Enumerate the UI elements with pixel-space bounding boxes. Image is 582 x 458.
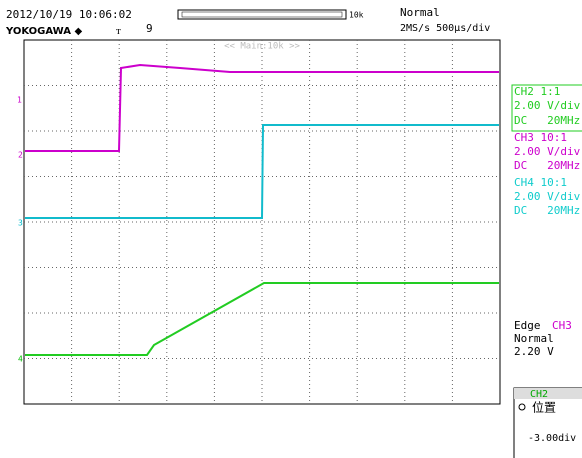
marker: 4 bbox=[18, 355, 23, 364]
trace-ch3 bbox=[25, 63, 499, 152]
marker: 3 bbox=[18, 219, 23, 228]
channel-scale: 2.00 V/div bbox=[514, 99, 581, 112]
trigger-level: 2.20 V bbox=[514, 345, 554, 358]
position-panel bbox=[513, 387, 582, 458]
channel-scale: 2.00 V/div bbox=[514, 145, 581, 158]
marker: 2 bbox=[18, 151, 23, 160]
ch2-box bbox=[511, 84, 582, 132]
position-channel: CH2 bbox=[530, 389, 548, 400]
brand: YOKOGAWA ◆ bbox=[5, 26, 82, 37]
channel-name: CH2 1:1 bbox=[514, 85, 560, 98]
trace-ch4 bbox=[25, 124, 499, 219]
record-bar bbox=[177, 9, 347, 20]
trace-ch2 bbox=[25, 282, 499, 356]
graticule bbox=[24, 40, 500, 404]
channel-scale: 2.00 V/div bbox=[514, 190, 581, 203]
position-label: 位置 bbox=[532, 400, 556, 415]
record-bar-inner bbox=[181, 11, 343, 18]
position-value: -3.00div bbox=[528, 433, 576, 444]
trigger-source: CH3 bbox=[552, 319, 572, 332]
zoom-label: << Main:10k >> bbox=[224, 42, 300, 52]
channel-coupling: DC 20MHz bbox=[514, 204, 580, 217]
channel-name: CH3 10:1 bbox=[514, 131, 567, 144]
record-length: 10k bbox=[349, 11, 364, 20]
trigger-type: Edge bbox=[514, 319, 541, 332]
knob-icon bbox=[518, 403, 526, 411]
channel-coupling: DC 20MHz bbox=[514, 159, 580, 172]
mode: Normal bbox=[400, 6, 440, 19]
datetime: 2012/10/19 10:06:02 bbox=[6, 8, 132, 21]
position-header bbox=[514, 388, 582, 399]
channel-coupling: DC 20MHz bbox=[514, 114, 580, 127]
count: 9 bbox=[146, 22, 153, 35]
channel-name: CH4 10:1 bbox=[514, 176, 567, 189]
marker: 1 bbox=[17, 96, 22, 105]
trigger-mode: Normal bbox=[514, 332, 554, 345]
trigger-mark: ᴛ bbox=[116, 24, 121, 37]
rate: 2MS/s 500μs/div bbox=[400, 23, 490, 34]
